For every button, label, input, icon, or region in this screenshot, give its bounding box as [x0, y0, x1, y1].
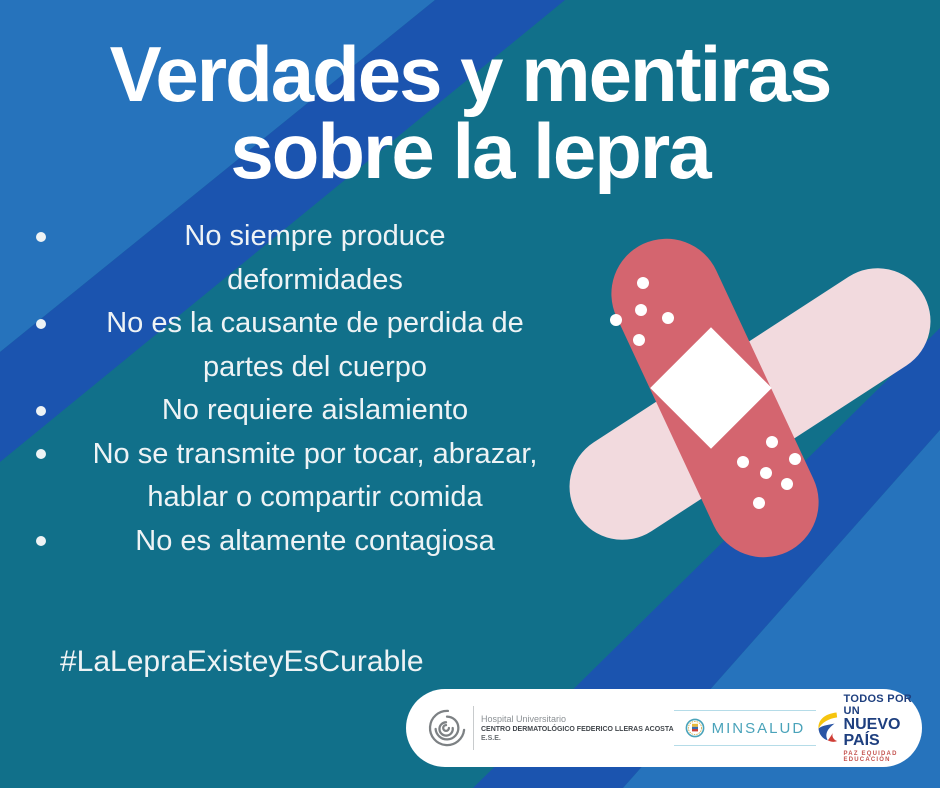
- page-title: Verdades y mentiras sobre la lepra: [0, 30, 940, 195]
- bullet-column: [22, 389, 60, 433]
- fact-line: partes del cuerpo: [202, 350, 428, 383]
- fact-line: No se transmite por tocar, abrazar,: [92, 437, 538, 470]
- bandaid-dot: [635, 304, 647, 316]
- title-line-1: Verdades y mentiras: [109, 30, 833, 118]
- bullet-dot: [36, 405, 46, 416]
- fact-text: No requiere aislamiento: [60, 389, 570, 433]
- logo-divider: [473, 706, 474, 750]
- fact-item: No es altamente contagiosa: [22, 520, 570, 564]
- bandaid-dot: [760, 467, 772, 479]
- minsalud-emblem-icon: [685, 718, 705, 738]
- nuevo-pais-line1: TODOS POR UN: [843, 693, 913, 717]
- hospital-spiral-icon: [428, 709, 466, 747]
- minsalud-logo: MINSALUD: [673, 710, 817, 746]
- hospital-name-block: Hospital Universitario CENTRO DERMATOLÓG…: [481, 714, 674, 742]
- bullet-dot: [36, 449, 46, 460]
- fact-line: No siempre produce: [184, 220, 446, 252]
- hospital-logo: Hospital Universitario CENTRO DERMATOLÓG…: [428, 706, 674, 750]
- fact-line: No es la causante de perdida de: [106, 307, 524, 339]
- bandaid-dot: [662, 312, 674, 324]
- fact-line: deformidades: [227, 263, 403, 296]
- bullet-dot: [36, 318, 46, 329]
- nuevo-pais-line2: NUEVO PAÍS: [843, 716, 901, 749]
- hospital-name-line3: E.S.E.: [481, 735, 501, 742]
- bandaid-dot: [766, 436, 778, 448]
- bullet-dot: [36, 536, 46, 547]
- title-line-2: sobre la lepra: [230, 107, 711, 195]
- bullet-dot: [36, 231, 46, 242]
- bandaid-dot: [610, 314, 622, 326]
- fact-text: No se transmite por tocar, abrazar, habl…: [60, 433, 570, 520]
- bandaid-dot: [789, 453, 801, 465]
- hospital-name-line1: Hospital Universitario: [481, 714, 567, 724]
- minsalud-label: MINSALUD: [711, 719, 806, 737]
- nuevo-pais-logo: TODOS POR UN NUEVO PAÍS PAZ EQUIDAD EDUC…: [816, 693, 912, 763]
- bullet-column: [22, 433, 60, 520]
- fact-line: No es altamente contagiosa: [135, 524, 495, 557]
- fact-line: hablar o compartir comida: [147, 481, 483, 513]
- hospital-name-line2: CENTRO DERMATOLÓGICO FEDERICO LLERAS ACO…: [481, 726, 674, 733]
- fact-item: No requiere aislamiento: [22, 389, 570, 433]
- bandaid-dot: [737, 456, 749, 468]
- fact-list: No siempre produce deformidades No es la…: [22, 215, 570, 563]
- bullet-column: [22, 215, 60, 302]
- fact-item: No se transmite por tocar, abrazar, habl…: [22, 433, 570, 520]
- bullet-column: [22, 302, 60, 389]
- bandaid-dot: [633, 334, 645, 346]
- fact-text: No es altamente contagiosa: [60, 520, 570, 564]
- bandaid-dot: [781, 478, 793, 490]
- nuevo-pais-swoosh-icon: [818, 712, 838, 742]
- hashtag: #LaLepraExisteyEsCurable: [60, 645, 424, 678]
- fact-text: No siempre produce deformidades: [60, 215, 570, 302]
- nuevo-pais-text-block: TODOS POR UN NUEVO PAÍS PAZ EQUIDAD EDUC…: [844, 693, 913, 763]
- bandaid-dot: [753, 497, 765, 509]
- fact-item: No siempre produce deformidades: [22, 215, 570, 302]
- fact-text: No es la causante de perdida de partes d…: [60, 302, 570, 389]
- footer-logo-bar: Hospital Universitario CENTRO DERMATOLÓG…: [406, 689, 922, 767]
- bandaid-dot: [637, 277, 649, 289]
- bullet-column: [22, 520, 60, 564]
- fact-item: No es la causante de perdida de partes d…: [22, 302, 570, 389]
- fact-line: No requiere aislamiento: [161, 394, 469, 426]
- nuevo-pais-line3: PAZ EQUIDAD EDUCACIÓN: [843, 751, 898, 763]
